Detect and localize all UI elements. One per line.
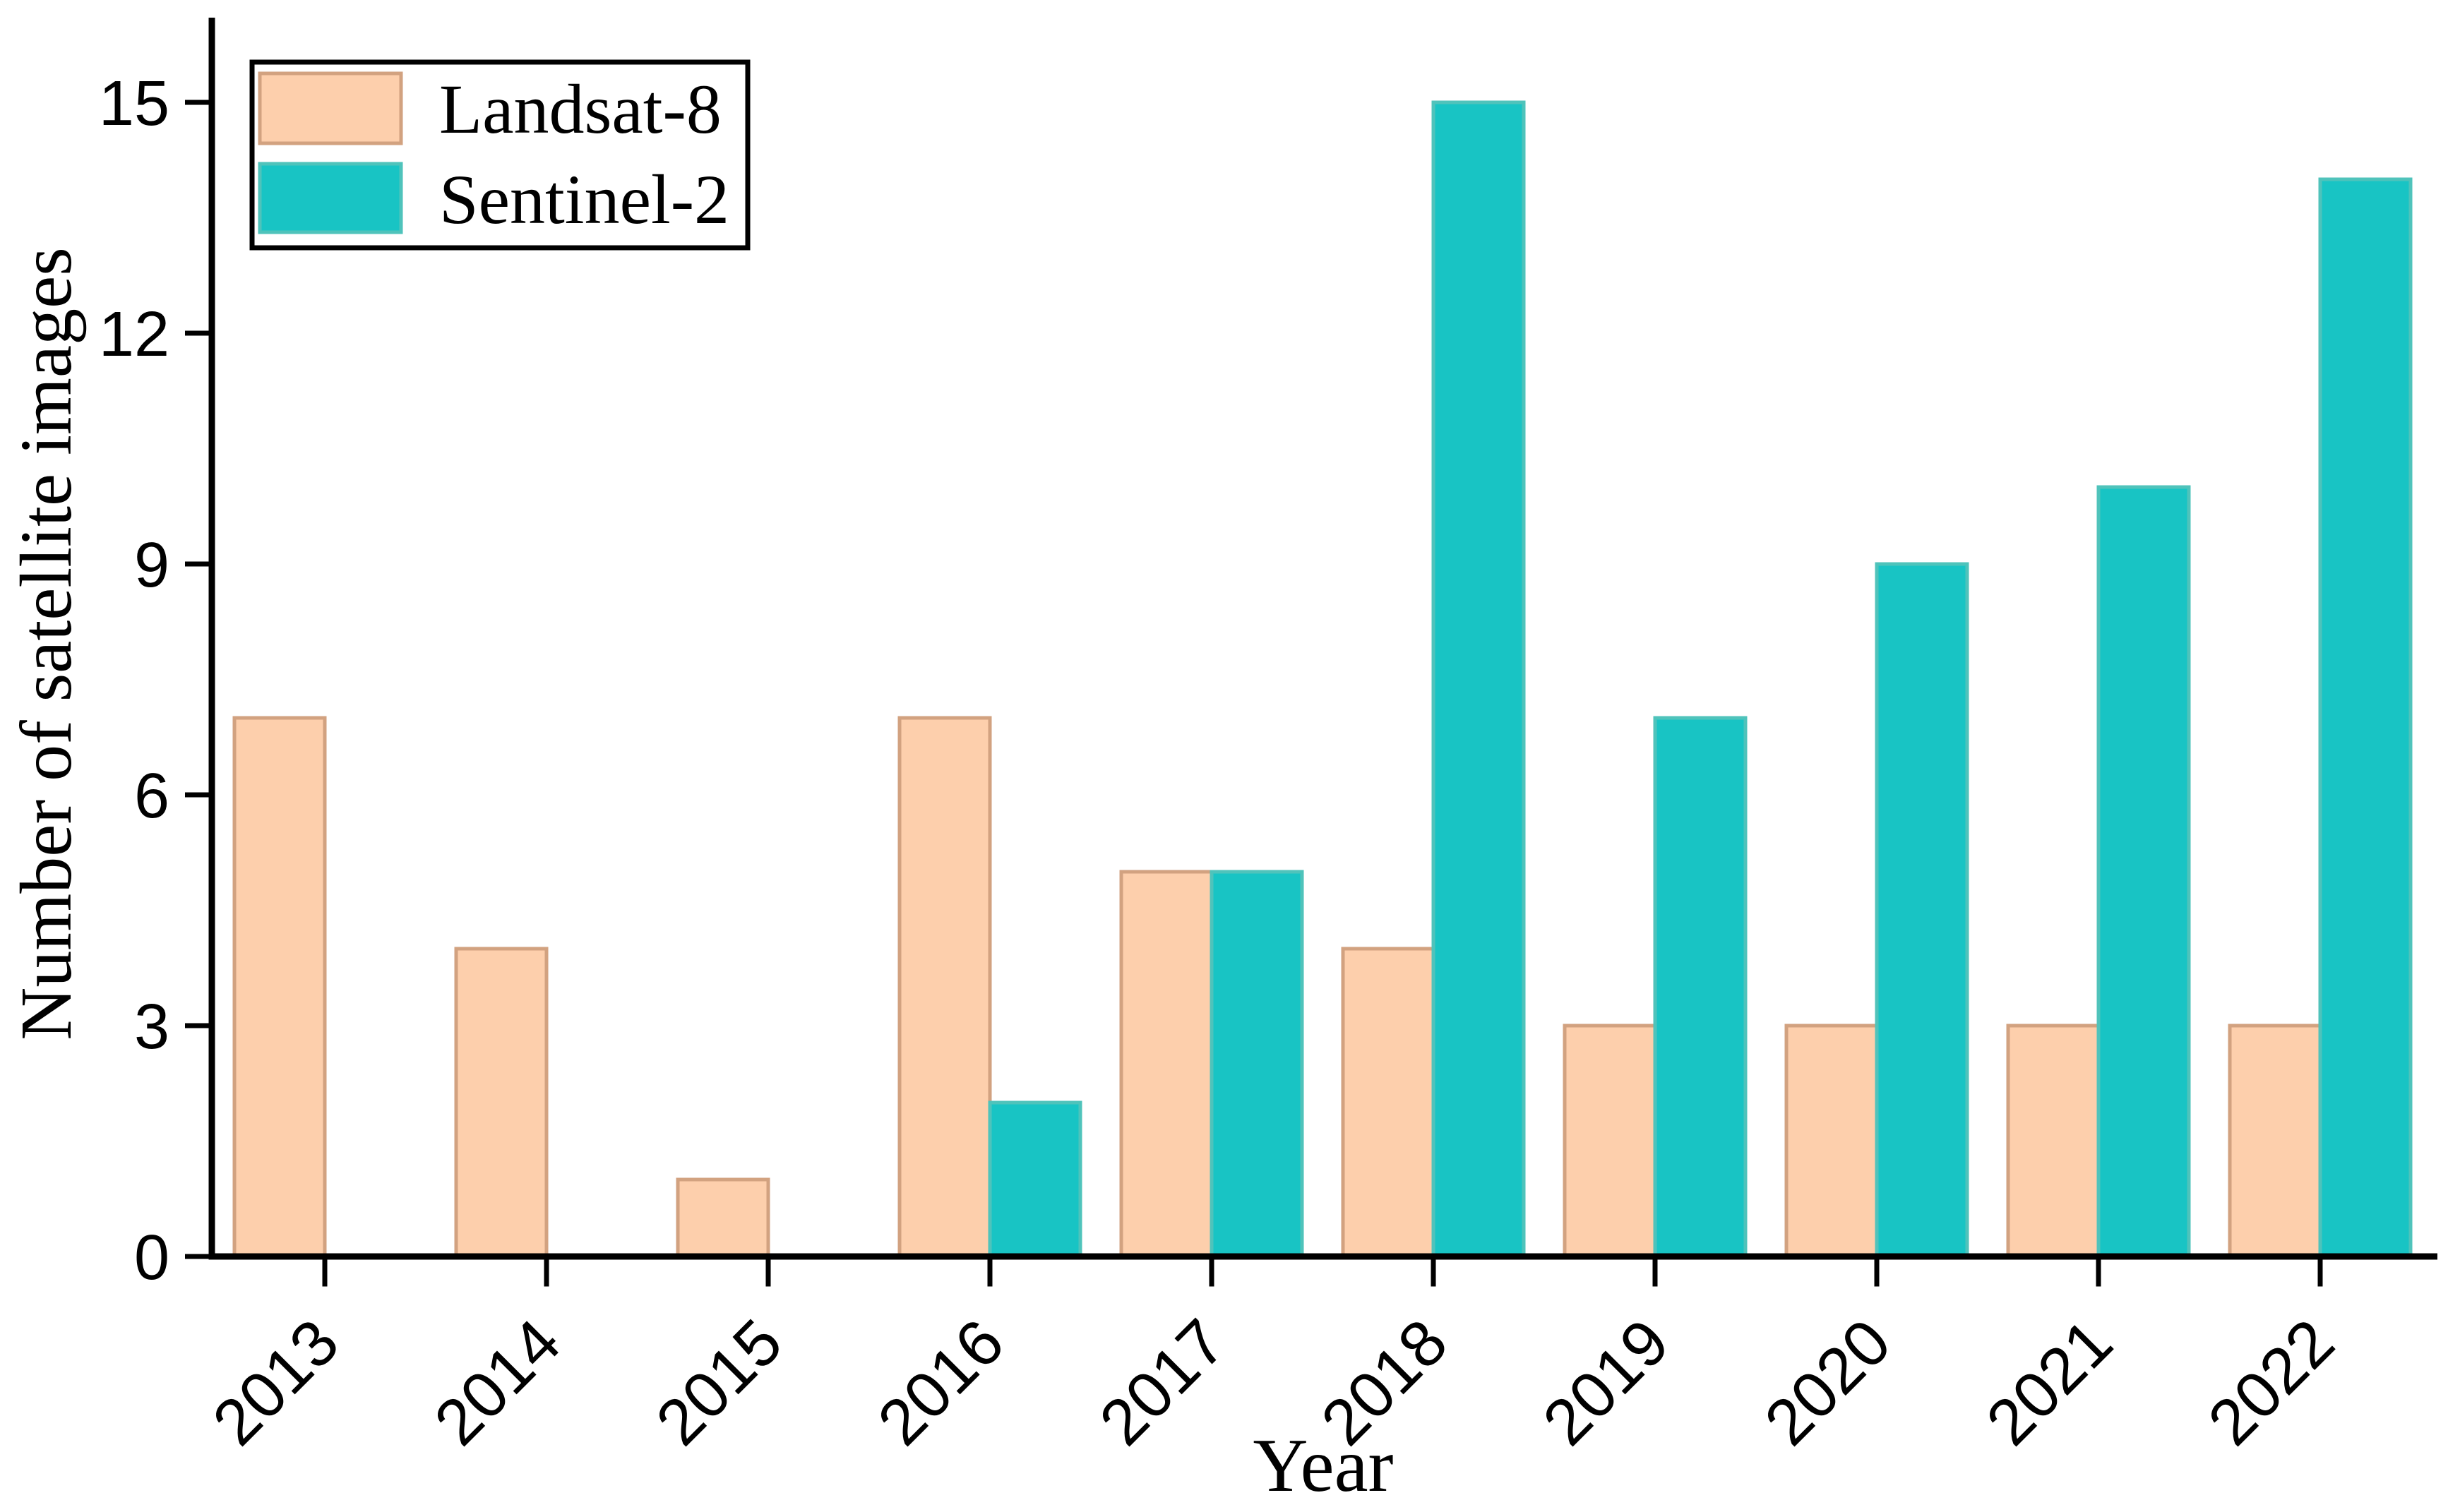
bar-sentinel-2-2016 [988,1100,1082,1259]
bar-landsat-8-2016 [897,716,992,1259]
bar-landsat-8-2018 [1341,947,1435,1259]
bar-landsat-8-2021 [2006,1024,2101,1259]
bar-sentinel-2-2020 [1875,562,1969,1259]
y-tick-label-9: 9 [134,530,169,601]
bar-sentinel-2-2019 [1653,716,1748,1259]
x-tick-label-2016: 2016 [864,1306,1017,1459]
bar-landsat-8-2015 [676,1177,770,1259]
bars-layer [232,100,2413,1259]
legend-label-landsat-8: Landsat-8 [439,70,722,148]
y-tick-label-12: 12 [99,299,169,370]
legend-swatch-sentinel-2 [258,162,403,234]
y-tick-label-3: 3 [134,992,169,1062]
x-tick-label-2021: 2021 [1973,1306,2126,1459]
x-tick-label-2022: 2022 [2195,1306,2348,1459]
bar-sentinel-2-2022 [2318,177,2413,1259]
y-axis-title: Number of satellite images [6,247,87,1040]
bar-sentinel-2-2017 [1210,870,1304,1259]
x-tick-label-2019: 2019 [1529,1306,1683,1459]
bar-landsat-8-2017 [1119,870,1214,1259]
x-tick-label-2020: 2020 [1751,1306,1904,1459]
x-axis-title: Year [1253,1424,1393,1508]
legend: Landsat-8 Sentinel-2 [249,59,751,251]
legend-swatch-landsat-8 [258,71,403,145]
y-tick-label-0: 0 [134,1223,169,1293]
x-tick-label-2013: 2013 [199,1306,352,1459]
legend-label-sentinel-2: Sentinel-2 [439,160,729,239]
axes-layer [208,18,2437,1260]
bar-landsat-8-2022 [2228,1024,2322,1259]
bar-landsat-8-2013 [232,716,327,1259]
x-tick-label-2015: 2015 [643,1306,796,1459]
bar-landsat-8-2019 [1563,1024,1657,1259]
bar-landsat-8-2020 [1784,1024,1879,1259]
bar-landsat-8-2014 [454,947,549,1259]
bar-sentinel-2-2018 [1431,100,1526,1259]
x-tick-label-2017: 2017 [1086,1306,1239,1459]
y-tick-label-6: 6 [134,761,169,832]
bar-sentinel-2-2021 [2096,485,2191,1259]
x-tick-label-2014: 2014 [421,1306,574,1459]
y-tick-label-15: 15 [99,68,169,139]
